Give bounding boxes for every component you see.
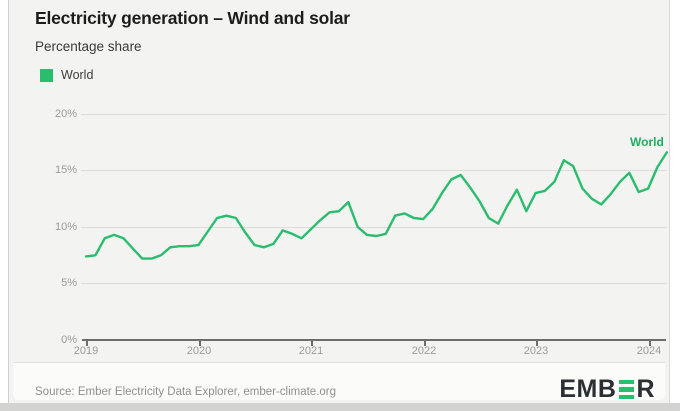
- world-series-line[interactable]: [84, 151, 668, 260]
- ember-logo: EMB R: [559, 375, 655, 404]
- x-tick: [311, 341, 313, 346]
- x-tick-label: 2024: [636, 345, 662, 357]
- x-tick-label: 2023: [523, 345, 549, 357]
- x-tick-label: 2020: [186, 345, 212, 357]
- x-tick: [536, 341, 538, 346]
- page-bottom-strip: [0, 403, 680, 411]
- source-text: Source: Ember Electricity Data Explorer,…: [35, 386, 337, 398]
- legend-swatch-icon: [40, 68, 53, 82]
- gridline-20pct: [81, 114, 667, 115]
- legend-label: World: [61, 68, 94, 82]
- gridline-5pct: [81, 283, 667, 284]
- y-tick-label: 15%: [54, 164, 77, 176]
- y-tick-label: 5%: [61, 277, 77, 289]
- chart-title: Electricity generation – Wind and solar: [35, 8, 350, 28]
- ember-logo-text-left: EMB: [559, 375, 617, 403]
- x-tick: [199, 341, 201, 346]
- x-tick-label: 2022: [411, 345, 437, 357]
- x-tick-label: 2019: [73, 345, 99, 357]
- y-tick-label: 20%: [54, 108, 77, 120]
- x-tick: [86, 341, 88, 346]
- series-end-label: World: [630, 135, 664, 149]
- gridline-10pct: [81, 227, 667, 228]
- gridline-15pct: [81, 170, 667, 171]
- ember-logo-e-icon: [618, 379, 634, 400]
- y-tick-label: 10%: [54, 221, 77, 233]
- chart-subtitle: Percentage share: [35, 39, 142, 54]
- legend-item-world[interactable]: World: [40, 68, 93, 82]
- x-axis-line: [82, 339, 666, 341]
- plot-area: [84, 151, 668, 260]
- x-tick-label: 2021: [298, 345, 324, 357]
- chart-card: Electricity generation – Wind and solar …: [8, 0, 670, 403]
- ember-logo-text-right: R: [636, 375, 655, 403]
- x-tick: [424, 341, 426, 346]
- x-tick: [649, 341, 651, 346]
- y-tick-label: 0%: [61, 334, 77, 346]
- footer-bar: Source: Ember Electricity Data Explorer,…: [13, 362, 665, 403]
